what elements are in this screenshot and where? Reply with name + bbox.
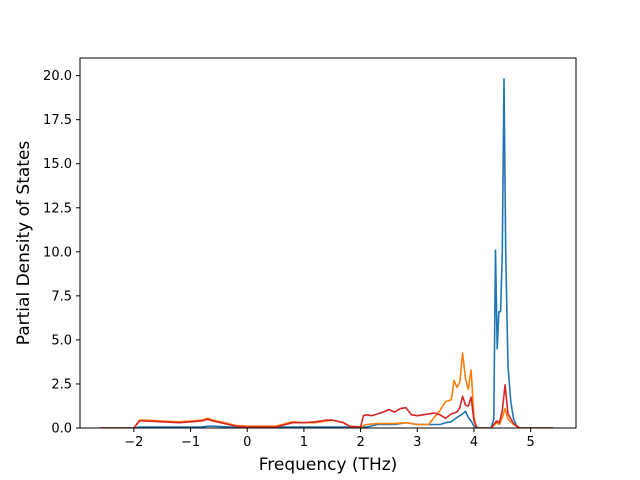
y-tick-label: 7.5: [51, 289, 72, 304]
x-axis-ticks: −2 −1 0 1 2 3 4 5: [124, 428, 535, 450]
y-tick-label: 17.5: [43, 113, 72, 128]
series-line-1: [99, 78, 554, 428]
y-tick-label: 12.5: [43, 201, 72, 216]
series-layer: [99, 78, 554, 428]
x-axis-title: Frequency (THz): [259, 455, 398, 475]
y-tick-label: 0.0: [51, 422, 72, 437]
x-tick-label: −2: [124, 435, 143, 450]
plot-frame: [79, 57, 577, 429]
x-tick-label: −1: [181, 435, 200, 450]
x-tick-label: 0: [243, 435, 251, 450]
y-tick-label: 20.0: [43, 69, 72, 84]
x-tick-label: 2: [356, 435, 364, 450]
y-axis-ticks: 0.0 2.5 5.0 7.5 10.0 12.5 15.0 17.5 20.0: [43, 69, 80, 437]
y-tick-label: 2.5: [51, 377, 72, 392]
x-tick-label: 3: [413, 435, 421, 450]
y-tick-label: 5.0: [51, 333, 72, 348]
y-axis-title: Partial Density of States: [14, 141, 34, 346]
x-tick-label: 1: [300, 435, 308, 450]
series-line-3: [99, 383, 554, 428]
x-tick-label: 5: [527, 435, 535, 450]
x-tick-label: 4: [470, 435, 478, 450]
y-tick-label: 15.0: [43, 157, 72, 172]
y-tick-label: 10.0: [43, 245, 72, 260]
